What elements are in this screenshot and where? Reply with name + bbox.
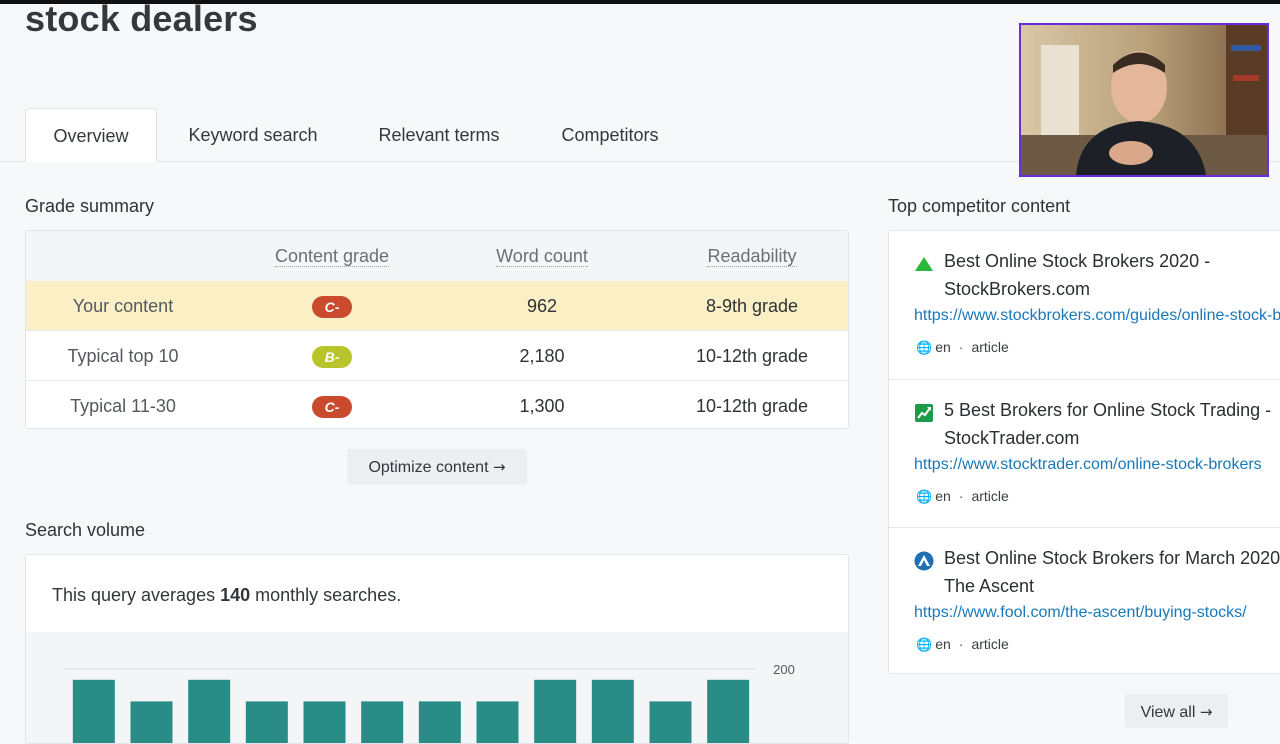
competitor-title[interactable]: Best Online Stock Brokers for March 2020… [944, 548, 1280, 596]
language-label: en [935, 488, 951, 504]
readability-header[interactable]: Readability [707, 246, 797, 267]
page-title: stock dealers [25, 0, 258, 39]
volume-text-prefix: This query averages [52, 585, 221, 605]
volume-bar[interactable] [361, 701, 404, 744]
view-all-label: View all [1140, 704, 1196, 721]
competitor-item: Best Online Stock Brokers for March 2020… [889, 527, 1280, 673]
arrow-right-icon: → [1199, 703, 1213, 721]
tab-keyword-search[interactable]: Keyword search [188, 125, 318, 145]
stocktrader-chart-icon [915, 404, 933, 422]
table-row: Typical top 10 B- 2,180 10-12th grade [26, 330, 848, 381]
grade-summary-table: Content grade Word count Readability You… [25, 230, 849, 429]
competitor-item: Best Online Stock Brokers 2020 - StockBr… [889, 231, 1280, 379]
ascent-logo-icon [914, 551, 934, 571]
competitor-url[interactable]: https://www.stockbrokers.com/guides/onli… [914, 307, 1280, 324]
search-volume-title: Search volume [25, 520, 146, 540]
readability-value: 10-12th grade [695, 346, 809, 366]
table-header-row: Content grade Word count Readability [26, 231, 848, 282]
word-count-header[interactable]: Word count [496, 246, 588, 267]
top-competitor-title: Top competitor content [888, 196, 1071, 216]
row-label: Typical top 10 [67, 346, 179, 366]
word-count-value: 2,180 [519, 346, 565, 366]
y-tick-label: 200 [773, 662, 795, 677]
globe-icon: 🌐 [916, 637, 933, 652]
word-count-value: 1,300 [519, 396, 565, 416]
volume-bar[interactable] [418, 701, 461, 744]
search-volume-chart: 200 [26, 632, 848, 744]
competitor-url[interactable]: https://www.stocktrader.com/online-stock… [914, 456, 1262, 473]
competitor-url[interactable]: https://www.fool.com/the-ascent/buying-s… [914, 604, 1247, 621]
volume-bar[interactable] [188, 679, 231, 744]
content-type-label: article [971, 488, 1009, 504]
tab-relevant-terms[interactable]: Relevant terms [378, 125, 500, 145]
presenter-video-overlay [1019, 23, 1269, 177]
volume-bar[interactable] [707, 679, 750, 744]
grade-badge: C- [312, 296, 352, 319]
competitor-item: 5 Best Brokers for Online Stock Trading … [889, 379, 1280, 528]
volume-bar[interactable] [72, 679, 115, 744]
volume-bar[interactable] [476, 701, 519, 744]
table-row: Typical 11-30 C- 1,300 10-12th grade [26, 380, 848, 428]
search-volume-chart-svg: 200 [64, 662, 795, 744]
monthly-search-count: 140 [220, 585, 251, 605]
readability-value: 8-9th grade [705, 296, 799, 316]
search-volume-text: This query averages 140 monthly searches… [52, 585, 401, 606]
tab-overview[interactable]: Overview [25, 108, 157, 162]
table-row: Your content C- 962 8-9th grade [26, 281, 848, 331]
language-label: en [935, 636, 951, 652]
volume-text-suffix: monthly searches. [250, 585, 402, 605]
tabs-divider [0, 161, 1280, 162]
grade-badge: B- [312, 346, 352, 369]
competitor-meta: 🌐 en · article [916, 488, 1009, 505]
language-label: en [935, 339, 951, 355]
globe-icon: 🌐 [916, 340, 933, 355]
arrow-right-icon: → [492, 458, 506, 476]
tab-competitors[interactable]: Competitors [561, 125, 659, 145]
view-all-button[interactable]: View all → [1125, 694, 1228, 728]
row-label: Typical 11-30 [70, 396, 176, 416]
meta-separator: · [958, 636, 964, 652]
search-volume-card: This query averages 140 monthly searches… [25, 554, 849, 744]
volume-bar[interactable] [534, 679, 577, 744]
content-grade-header[interactable]: Content grade [274, 246, 390, 267]
competitor-title[interactable]: 5 Best Brokers for Online Stock Trading … [944, 400, 1272, 448]
competitor-list: Best Online Stock Brokers 2020 - StockBr… [888, 230, 1280, 674]
volume-bar[interactable] [649, 701, 692, 744]
grade-badge: C- [312, 396, 352, 419]
row-label: Your content [72, 296, 174, 316]
meta-separator: · [958, 339, 964, 355]
content-type-label: article [971, 339, 1009, 355]
optimize-content-label: Optimize content [368, 459, 489, 476]
grade-summary-title: Grade summary [25, 196, 155, 216]
green-triangle-icon [915, 257, 933, 271]
globe-icon: 🌐 [916, 489, 933, 504]
volume-bar[interactable] [130, 701, 173, 744]
volume-bar[interactable] [591, 679, 634, 744]
content-type-label: article [971, 636, 1009, 652]
readability-value: 10-12th grade [695, 396, 809, 416]
meta-separator: · [958, 488, 964, 504]
competitor-meta: 🌐 en · article [916, 636, 1009, 653]
competitor-meta: 🌐 en · article [916, 339, 1009, 356]
volume-bar[interactable] [245, 701, 288, 744]
word-count-value: 962 [526, 296, 558, 316]
presenter-webcam-image [1021, 25, 1267, 175]
competitor-title[interactable]: Best Online Stock Brokers 2020 - StockBr… [944, 251, 1211, 299]
volume-bar[interactable] [303, 701, 346, 744]
optimize-content-button[interactable]: Optimize content → [347, 449, 527, 485]
